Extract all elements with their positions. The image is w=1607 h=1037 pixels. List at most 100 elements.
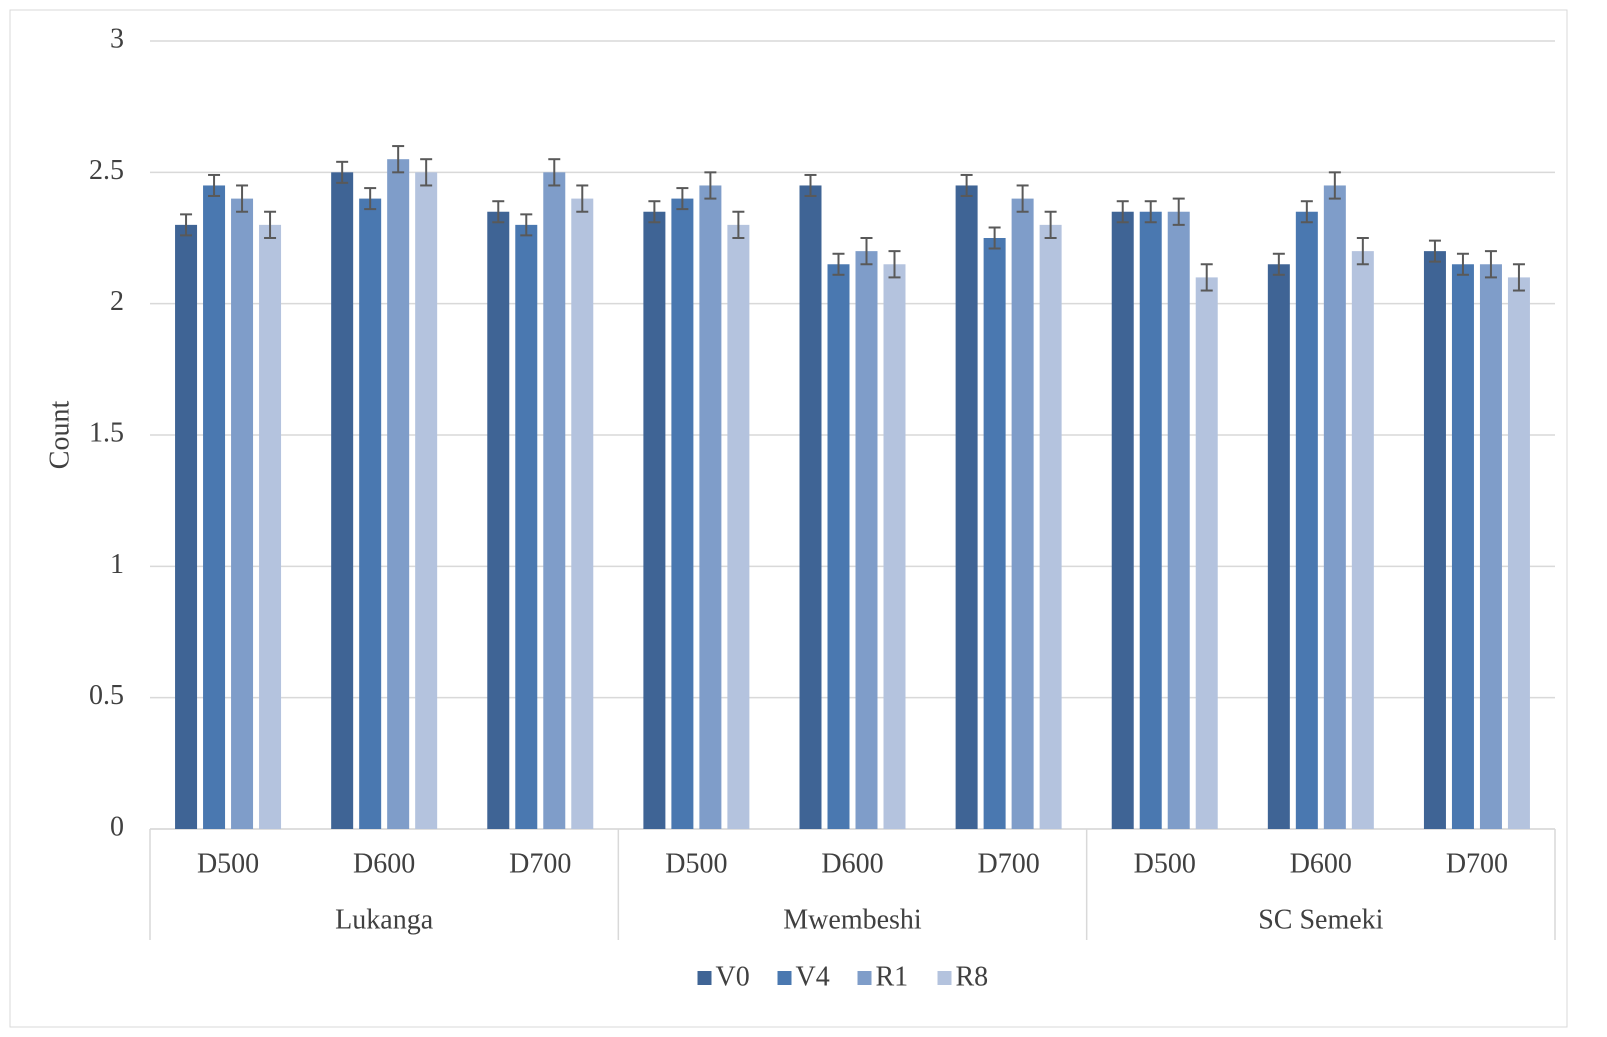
group-label: Mwembeshi [783,904,922,935]
bar [699,185,722,829]
x-tick-label: D600 [1290,848,1352,879]
bar [1139,211,1162,829]
bar [515,224,538,829]
legend-label: V4 [796,961,830,992]
error-bar [1172,197,1185,226]
bar [983,238,1006,829]
y-tick-label: 1 [110,549,124,580]
error-bar [1272,252,1285,276]
bar [1011,198,1034,830]
error-bar [576,184,589,213]
error-bar [704,171,717,200]
bar [855,251,878,830]
bar [955,185,978,829]
x-tick-label: D600 [821,848,883,879]
y-tick-label: 1.5 [89,417,124,448]
x-tick-label: D600 [353,848,415,879]
error-bar [520,213,533,237]
y-axis-label: Count [44,401,75,470]
bar [727,224,750,829]
x-tick-label: D500 [1134,848,1196,879]
error-bar [1512,263,1525,292]
error-bar [1144,200,1157,224]
bar [231,198,254,830]
error-bar [960,173,973,197]
legend-label: R1 [876,961,909,992]
bar [1479,264,1502,829]
error-bar [1484,250,1497,279]
error-bar [888,250,901,279]
group-label: SC Semeki [1258,904,1383,935]
bar [1195,277,1218,829]
bar [175,224,198,829]
bar [1267,264,1290,829]
bar [1111,211,1134,829]
bar [387,159,410,829]
bar [1039,224,1062,829]
bar [799,185,822,829]
y-tick-label: 3 [110,23,124,54]
bar [671,198,694,830]
y-tick-label: 2 [110,286,124,317]
bar [643,211,666,829]
error-bar [1300,200,1313,224]
bar [883,264,906,829]
bar [359,198,382,830]
y-tick-label: 2.5 [89,155,124,186]
x-tick-label: D500 [197,848,259,879]
error-bar [1356,237,1369,266]
error-bar [392,145,405,174]
bar [1167,211,1190,829]
error-bar [548,158,561,187]
error-bar [1044,210,1057,239]
error-bar [676,187,689,211]
error-bar [832,252,845,276]
bar [203,185,226,829]
error-bar [208,173,221,197]
error-bar [1116,200,1129,224]
error-bar [492,200,505,224]
bar [1323,185,1346,829]
legend-swatch [937,971,952,985]
bar [1351,251,1374,830]
x-tick-label: D700 [977,848,1039,879]
bar [331,172,354,830]
error-bar [264,210,277,239]
y-tick-label: 0 [110,811,124,842]
error-bar [236,184,249,213]
error-bar [1200,263,1213,292]
bar [487,211,510,829]
error-bar [420,158,433,187]
legend-swatch [777,971,792,985]
error-bar [336,160,349,184]
bar [415,172,438,830]
error-bar [860,237,873,266]
error-bar [804,173,817,197]
legend-swatch [857,971,872,985]
y-tick-label: 0.5 [89,680,124,711]
bar [1451,264,1474,829]
bar [543,172,566,830]
error-bar [732,210,745,239]
error-bar [1456,252,1469,276]
error-bar [364,187,377,211]
bar [571,198,594,830]
error-bar [1016,184,1029,213]
x-tick-label: D500 [665,848,727,879]
error-bar [1428,239,1441,263]
legend-swatch [697,971,712,985]
x-tick-label: D700 [509,848,571,879]
bar [1295,211,1318,829]
bar [259,224,282,829]
bar [827,264,850,829]
x-tick-label: D700 [1446,848,1508,879]
error-bar [180,213,193,237]
error-bar [988,226,1001,250]
bar [1423,251,1446,830]
error-bar [1328,171,1341,200]
legend-label: V0 [716,961,750,992]
legend-label: R8 [956,961,989,992]
group-label: Lukanga [335,904,434,935]
